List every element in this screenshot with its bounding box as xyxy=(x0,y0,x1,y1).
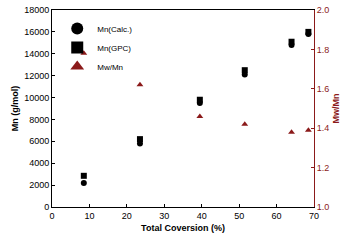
svg-text:70: 70 xyxy=(309,211,319,221)
svg-text:1.0: 1.0 xyxy=(317,202,330,212)
svg-text:12000: 12000 xyxy=(24,71,49,81)
svg-text:6000: 6000 xyxy=(29,136,49,146)
svg-text:16000: 16000 xyxy=(24,27,49,37)
svg-text:18000: 18000 xyxy=(24,5,49,15)
svg-text:0: 0 xyxy=(44,202,49,212)
svg-text:Mn(GPC): Mn(GPC) xyxy=(97,44,131,53)
svg-text:50: 50 xyxy=(234,211,244,221)
svg-text:Mw/Mn: Mw/Mn xyxy=(97,63,123,72)
svg-text:2000: 2000 xyxy=(29,180,49,190)
svg-text:30: 30 xyxy=(159,211,169,221)
svg-text:40: 40 xyxy=(197,211,207,221)
svg-text:Mn(Calc.): Mn(Calc.) xyxy=(97,25,132,34)
svg-text:Mn (g/mol): Mn (g/mol) xyxy=(10,86,20,132)
svg-text:10000: 10000 xyxy=(24,93,49,103)
svg-text:Total Coversion (%): Total Coversion (%) xyxy=(141,223,225,233)
svg-text:1.8: 1.8 xyxy=(317,45,330,55)
svg-text:10: 10 xyxy=(84,211,94,221)
svg-text:0: 0 xyxy=(49,211,54,221)
svg-text:8000: 8000 xyxy=(29,115,49,125)
svg-text:60: 60 xyxy=(272,211,282,221)
svg-text:14000: 14000 xyxy=(24,49,49,59)
svg-text:4000: 4000 xyxy=(29,158,49,168)
svg-text:1.2: 1.2 xyxy=(317,163,330,173)
svg-text:1.6: 1.6 xyxy=(317,84,330,94)
svg-text:20: 20 xyxy=(122,211,132,221)
svg-text:1.4: 1.4 xyxy=(317,123,330,133)
svg-text:Mw/Mn: Mw/Mn xyxy=(331,94,341,124)
svg-text:2.0: 2.0 xyxy=(317,5,330,15)
